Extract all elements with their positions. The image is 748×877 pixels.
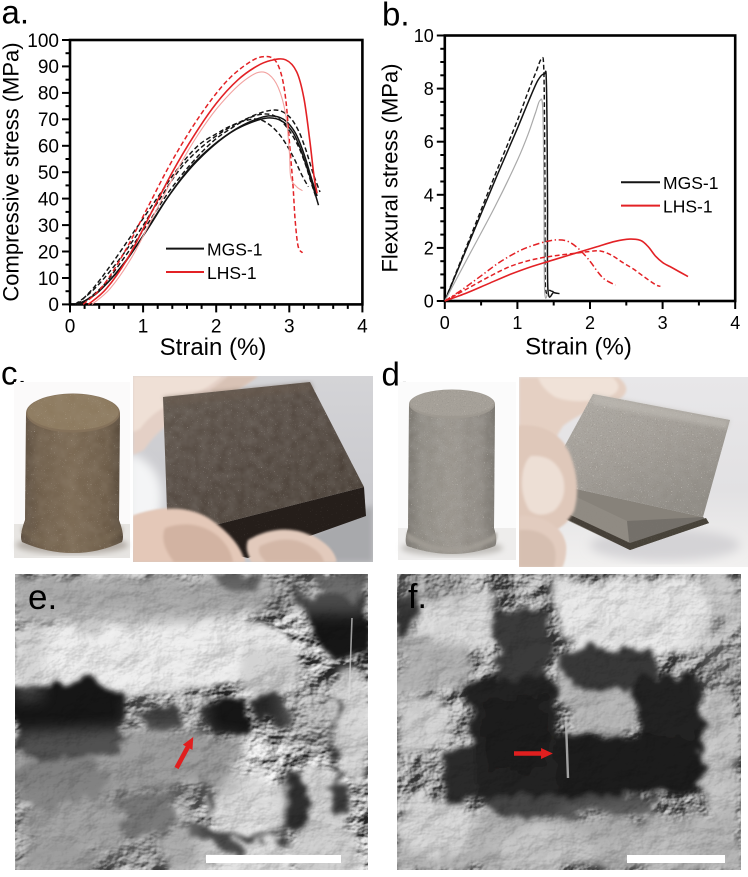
svg-text:70: 70 xyxy=(38,110,59,131)
svg-text:b.: b. xyxy=(382,0,410,33)
svg-text:e.: e. xyxy=(28,578,57,617)
svg-text:4: 4 xyxy=(424,185,434,205)
svg-text:Compressive stress (MPa): Compressive stress (MPa) xyxy=(0,42,24,301)
svg-text:3: 3 xyxy=(658,313,668,333)
svg-text:1: 1 xyxy=(512,313,522,333)
svg-text:60: 60 xyxy=(38,137,59,158)
svg-text:Flexural stress (MPa): Flexural stress (MPa) xyxy=(378,63,403,272)
svg-text:0: 0 xyxy=(48,295,59,316)
svg-text:MGS-1: MGS-1 xyxy=(663,173,718,193)
svg-text:10: 10 xyxy=(414,26,434,46)
svg-text:2: 2 xyxy=(585,313,595,333)
svg-text:8: 8 xyxy=(424,79,434,99)
svg-text:0: 0 xyxy=(65,316,76,337)
svg-text:6: 6 xyxy=(424,132,434,152)
svg-text:2: 2 xyxy=(211,316,222,337)
svg-text:30: 30 xyxy=(38,216,59,237)
svg-text:100: 100 xyxy=(27,31,59,52)
svg-text:1: 1 xyxy=(138,316,149,337)
svg-text:Strain (%): Strain (%) xyxy=(160,334,267,361)
svg-text:40: 40 xyxy=(38,189,59,210)
svg-text:a.: a. xyxy=(2,0,30,31)
svg-text:0: 0 xyxy=(440,313,450,333)
svg-text:4: 4 xyxy=(357,316,368,337)
svg-text:80: 80 xyxy=(38,84,59,105)
svg-text:90: 90 xyxy=(38,57,59,78)
svg-text:LHS-1: LHS-1 xyxy=(207,263,257,283)
svg-text:f.: f. xyxy=(408,578,427,616)
svg-text:Strain (%): Strain (%) xyxy=(525,334,632,361)
svg-text:3: 3 xyxy=(284,316,295,337)
svg-text:4: 4 xyxy=(730,313,740,333)
svg-text:20: 20 xyxy=(38,242,59,263)
svg-text:MGS-1: MGS-1 xyxy=(207,239,262,259)
svg-text:2: 2 xyxy=(424,238,434,258)
svg-text:50: 50 xyxy=(38,163,59,184)
svg-text:10: 10 xyxy=(38,269,59,290)
svg-text:LHS-1: LHS-1 xyxy=(663,196,713,216)
svg-text:0: 0 xyxy=(424,292,434,312)
